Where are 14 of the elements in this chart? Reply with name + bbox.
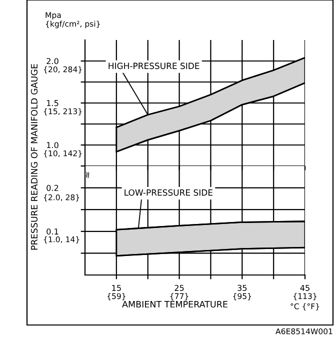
annotation: HIGH-PRESSURE SIDE (108, 62, 200, 70)
y-tick-label: 1.5 (46, 100, 58, 106)
x-axis-title: AMBIENT TEMPERATURE (122, 301, 228, 308)
x-tick-label: 25 (174, 284, 184, 291)
y-tick-label: 0.2 (46, 184, 58, 191)
y-tick-label: 1.0 (46, 142, 58, 148)
x-tick-label: 45 (300, 284, 310, 291)
y-tick-label: 2.0 (46, 58, 58, 64)
annotation: ≈ (86, 172, 90, 178)
y-tick-label: 0.1 (46, 228, 58, 235)
annotation: LOW-PRESSURE SIDE (124, 189, 212, 196)
x-tick-label: 35 (238, 284, 247, 291)
x-tick-label: 15 (112, 284, 121, 291)
y-axis-title: PRESSURE READING OF MANIFOLD GAUGE (30, 64, 38, 250)
